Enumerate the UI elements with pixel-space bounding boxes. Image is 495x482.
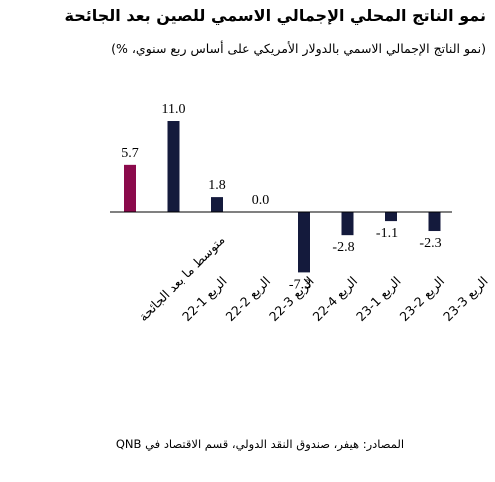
value-label-3: 1.8 [208, 178, 226, 193]
bar-1 [124, 164, 136, 212]
chart-title: نمو الناتج المحلي الإجمالي الاسمي للصين … [64, 6, 487, 25]
bar-5 [298, 212, 310, 273]
bar-6 [341, 212, 354, 236]
bar-2 [167, 121, 180, 212]
bar-8 [428, 212, 441, 232]
value-label-8: -2.3 [419, 236, 441, 251]
value-label-1: 5.7 [121, 146, 139, 161]
value-label-5: -7.3 [289, 277, 311, 292]
chart-subtitle: (نمو الناتج الإجمالي الاسمي بالدولار الأ… [111, 41, 486, 56]
value-label-6: -2.8 [332, 240, 354, 255]
category-label-6: الربع 1-23 [353, 273, 404, 324]
source-note: المصادر: هيفر، صندوق النقد الدولي، قسم ا… [115, 437, 405, 451]
value-label-4: 0.0 [252, 193, 270, 208]
category-label-5: الربع 4-22 [310, 273, 361, 324]
value-label-7: -1.1 [376, 226, 398, 241]
category-label-3: الربع 2-22 [223, 273, 274, 324]
category-label-7: الربع 2-23 [397, 273, 448, 324]
value-label-2: 11.0 [162, 102, 186, 117]
category-label-8: الربع 3-23 [440, 273, 491, 324]
bar-7 [385, 212, 397, 222]
bar-3 [211, 197, 223, 212]
